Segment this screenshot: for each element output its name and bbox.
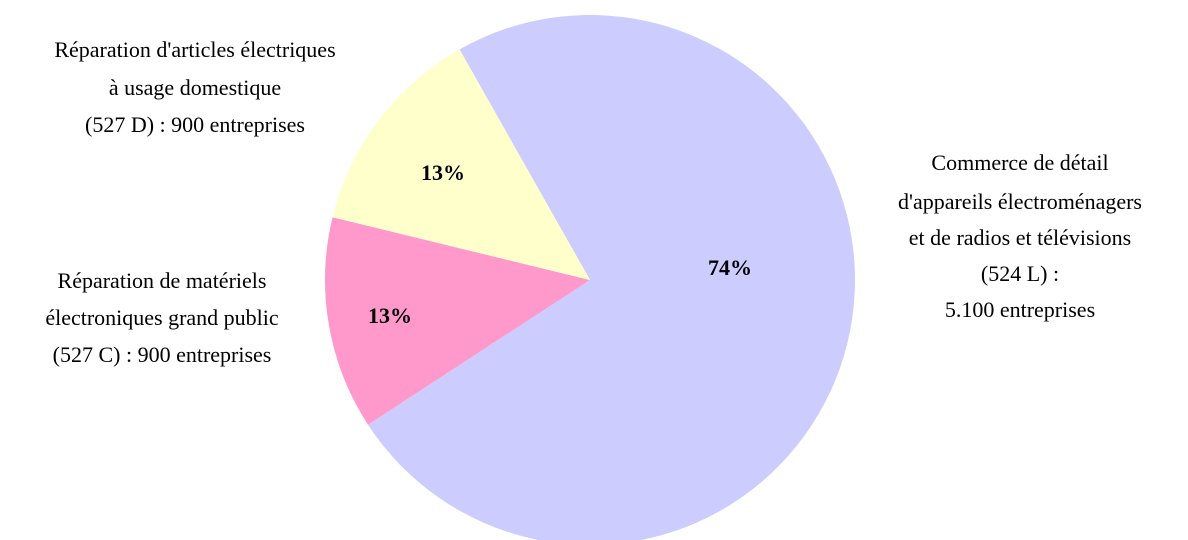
category-label-line: (524 L) : — [981, 261, 1059, 286]
category-label-line: et de radios et télévisions — [909, 225, 1131, 250]
percent-label: 13% — [368, 303, 412, 328]
category-label-line: à usage domestique — [109, 75, 281, 100]
percent-label: 74% — [708, 255, 752, 280]
category-label-line: Réparation de matériels — [58, 268, 267, 293]
category-label: Réparation d'articles électriques à usage… — [54, 37, 335, 137]
category-label-line: 5.100 entreprises — [945, 297, 1095, 322]
percent-label: 13% — [421, 160, 465, 185]
category-label-line: (527 C) : 900 entreprises — [53, 342, 272, 367]
category-label-line: (527 D) : 900 entreprises — [85, 112, 305, 137]
category-label: Commerce de détail d'appareils électromén… — [898, 150, 1142, 322]
pie-slice — [368, 15, 855, 540]
pie-slice — [325, 217, 590, 425]
category-label-line: Réparation d'articles électriques — [54, 37, 335, 62]
category-label: Réparation de matériels électroniques gra… — [45, 268, 279, 367]
category-label-line: électroniques grand public — [45, 305, 279, 330]
category-label-line: d'appareils électroménagers — [898, 189, 1142, 214]
category-label-line: Commerce de détail — [931, 150, 1108, 175]
pie-slice — [332, 49, 590, 280]
